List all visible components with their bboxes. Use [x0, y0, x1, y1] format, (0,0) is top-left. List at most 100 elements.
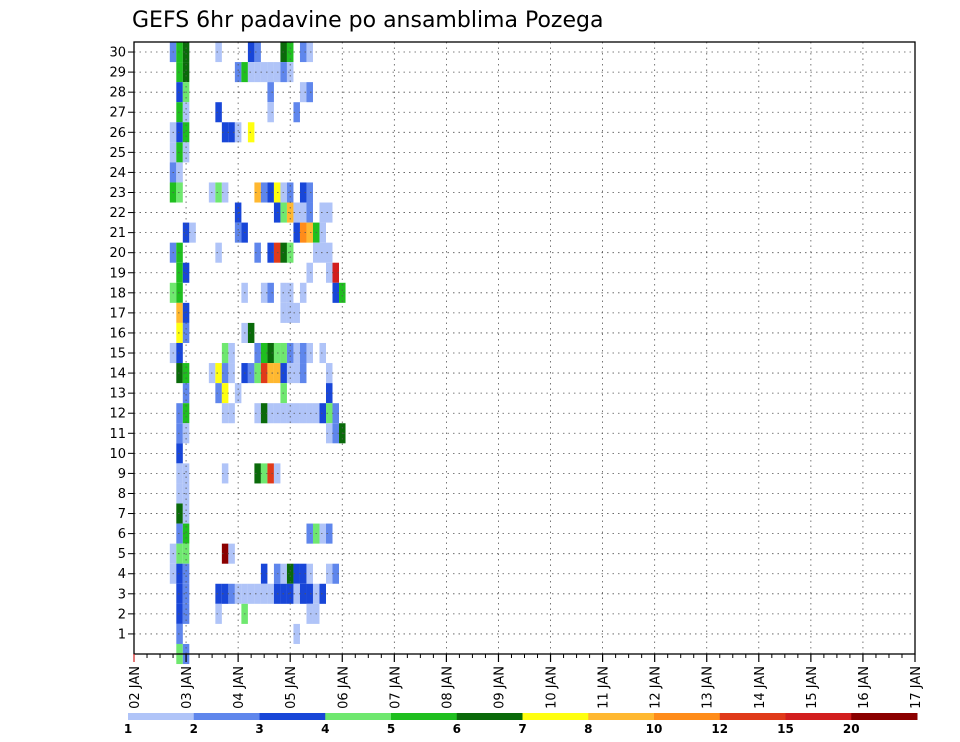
- heatmap-cell: [182, 503, 190, 524]
- colorbar-swatch: [785, 713, 852, 720]
- heatmap-cell: [176, 322, 183, 343]
- heatmap-cell: [215, 363, 222, 384]
- heatmap-cell: [215, 42, 222, 63]
- x-tick-label: 17 JAN: [909, 666, 924, 709]
- heatmap-cell: [215, 383, 222, 404]
- x-tick-label: 09 JAN: [492, 666, 507, 709]
- heatmap-cell: [299, 403, 307, 424]
- heatmap-cell: [293, 563, 300, 584]
- heatmap-cell: [182, 222, 190, 243]
- heatmap-cell: [293, 623, 300, 644]
- heatmap-cell: [234, 383, 242, 404]
- heatmap-cell: [306, 603, 313, 624]
- x-tick-label: 14 JAN: [753, 666, 768, 709]
- y-tick-label: 14: [109, 367, 126, 382]
- heatmap-cell: [176, 363, 183, 384]
- colorbar-label: 10: [646, 722, 663, 736]
- y-tick-label: 17: [109, 306, 126, 321]
- heatmap-cell: [293, 403, 300, 424]
- colorbar-label: 6: [453, 722, 461, 736]
- y-tick-label: 8: [118, 487, 126, 502]
- colorbar-label: 15: [777, 722, 794, 736]
- x-tick-label: 16 JAN: [857, 666, 872, 709]
- heatmap-cell: [221, 363, 229, 384]
- heatmap-cell: [176, 423, 183, 444]
- heatmap-cell: [176, 603, 183, 624]
- heatmap-cell: [306, 222, 313, 243]
- y-tick-label: 2: [118, 607, 126, 622]
- x-tick-label: 06 JAN: [336, 666, 351, 709]
- x-tick-label: 12 JAN: [649, 666, 664, 709]
- heatmap-cell: [176, 282, 183, 303]
- heatmap-cell: [221, 342, 229, 364]
- heatmap-cell: [182, 62, 190, 83]
- heatmap-cell: [176, 523, 183, 544]
- heatmap-cell: [267, 583, 274, 604]
- colorbar-swatch: [654, 713, 721, 720]
- colorbar-label: 8: [584, 722, 592, 736]
- heatmap-cell: [254, 463, 261, 484]
- heatmap-cell: [176, 302, 183, 323]
- heatmap-cell: [176, 262, 183, 283]
- heatmap-cell: [247, 583, 255, 604]
- heatmap-cell: [215, 102, 222, 123]
- grid-lines: [134, 42, 915, 654]
- heatmap-cell: [176, 623, 183, 644]
- x-tick-label: 07 JAN: [388, 666, 403, 709]
- heatmap-cell: [339, 282, 346, 303]
- heatmap-cell: [293, 363, 300, 384]
- heatmap-cell: [176, 102, 183, 123]
- heatmap-cell: [247, 122, 255, 143]
- heatmap-cells: [169, 42, 346, 665]
- heatmap-cell: [260, 363, 268, 384]
- colorbar-label: 5: [387, 722, 395, 736]
- heatmap-cell: [254, 62, 261, 83]
- heatmap-cell: [306, 82, 313, 103]
- colorbar-swatch: [391, 713, 458, 720]
- colorbar-swatch: [456, 713, 523, 720]
- colorbar-swatch: [851, 713, 918, 720]
- heatmap-cell: [176, 82, 183, 103]
- heatmap-cell: [215, 583, 222, 604]
- y-tick-label: 9: [118, 467, 126, 482]
- heatmap-cell: [319, 242, 326, 263]
- x-tick-label: 13 JAN: [701, 666, 716, 709]
- heatmap-cell: [182, 583, 190, 604]
- heatmap-cell: [228, 583, 235, 604]
- heatmap-cell: [267, 82, 274, 103]
- colorbar-label: 1: [124, 722, 132, 736]
- heatmap-cell: [332, 403, 340, 424]
- y-tick-label: 11: [109, 427, 126, 442]
- heatmap-cell: [260, 563, 268, 584]
- colorbar-label: 12: [711, 722, 728, 736]
- heatmap-cell: [293, 302, 300, 323]
- colorbar-swatch: [325, 713, 392, 720]
- heatmap-cell: [286, 242, 294, 263]
- heatmap-cell: [189, 222, 196, 243]
- y-tick-label: 29: [109, 66, 126, 81]
- heatmap-cell: [299, 42, 307, 63]
- heatmap-cell: [299, 282, 307, 303]
- heatmap-cell: [299, 342, 307, 364]
- heatmap-cell: [260, 282, 268, 303]
- y-tick-label: 22: [109, 206, 126, 221]
- heatmap-cell: [319, 583, 326, 604]
- heatmap-cell: [182, 322, 190, 343]
- heatmap-cell: [299, 583, 307, 604]
- y-tick-label: 19: [109, 266, 126, 281]
- y-tick-label: 21: [109, 226, 126, 241]
- x-axis-ticks: 02 JAN 03 JAN 04 JAN 05 JAN 06 JAN 07 JAN 08 J…: [128, 654, 924, 709]
- heatmap-cell: [286, 342, 294, 364]
- heatmap-cell: [293, 102, 300, 123]
- y-tick-label: 16: [109, 326, 126, 341]
- heatmap-cell: [254, 583, 261, 604]
- y-tick-label: 15: [109, 347, 126, 362]
- y-tick-label: 27: [109, 106, 126, 121]
- heatmap-cell: [234, 583, 242, 604]
- heatmap-cell: [221, 463, 229, 484]
- heatmap-cell: [221, 122, 229, 143]
- heatmap-cell: [325, 383, 333, 404]
- colorbar-label: 20: [843, 722, 860, 736]
- colorbar-swatch: [522, 713, 589, 720]
